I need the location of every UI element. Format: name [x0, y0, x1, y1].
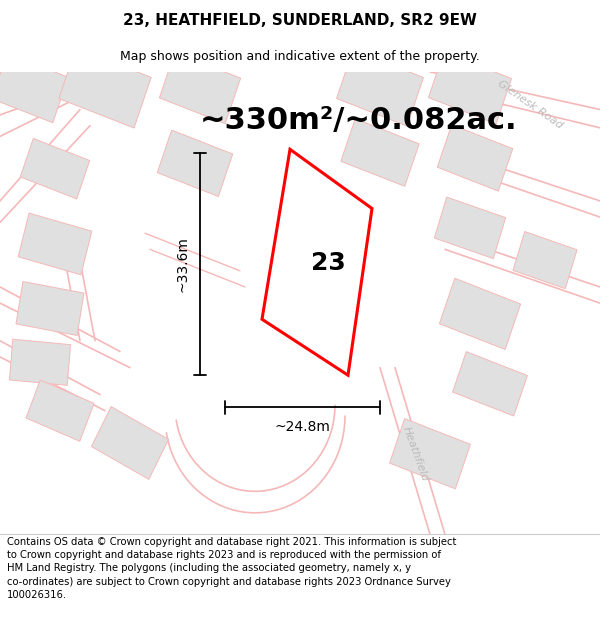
Polygon shape — [452, 352, 527, 416]
Polygon shape — [20, 139, 89, 199]
Polygon shape — [434, 197, 506, 259]
Polygon shape — [18, 213, 92, 275]
Text: ~24.8m: ~24.8m — [275, 421, 331, 434]
Polygon shape — [26, 380, 94, 441]
Polygon shape — [91, 407, 169, 479]
Polygon shape — [437, 125, 513, 191]
Polygon shape — [16, 281, 84, 336]
Text: Heathfield: Heathfield — [400, 425, 430, 483]
Polygon shape — [428, 52, 512, 124]
Polygon shape — [337, 50, 424, 126]
Text: Glenesk Road: Glenesk Road — [496, 78, 565, 130]
Polygon shape — [59, 48, 151, 128]
Text: Contains OS data © Crown copyright and database right 2021. This information is : Contains OS data © Crown copyright and d… — [7, 537, 457, 600]
Text: ~330m²/~0.082ac.: ~330m²/~0.082ac. — [200, 106, 518, 135]
Polygon shape — [341, 119, 419, 186]
Polygon shape — [513, 231, 577, 289]
Polygon shape — [389, 419, 470, 489]
Polygon shape — [160, 52, 241, 124]
Polygon shape — [157, 130, 233, 196]
Polygon shape — [262, 149, 372, 375]
Text: Map shows position and indicative extent of the property.: Map shows position and indicative extent… — [120, 49, 480, 62]
Text: 23: 23 — [311, 251, 346, 275]
Polygon shape — [439, 278, 521, 349]
Polygon shape — [0, 53, 68, 122]
Text: ~33.6m: ~33.6m — [176, 236, 190, 292]
Polygon shape — [10, 339, 71, 386]
Text: 23, HEATHFIELD, SUNDERLAND, SR2 9EW: 23, HEATHFIELD, SUNDERLAND, SR2 9EW — [123, 12, 477, 28]
